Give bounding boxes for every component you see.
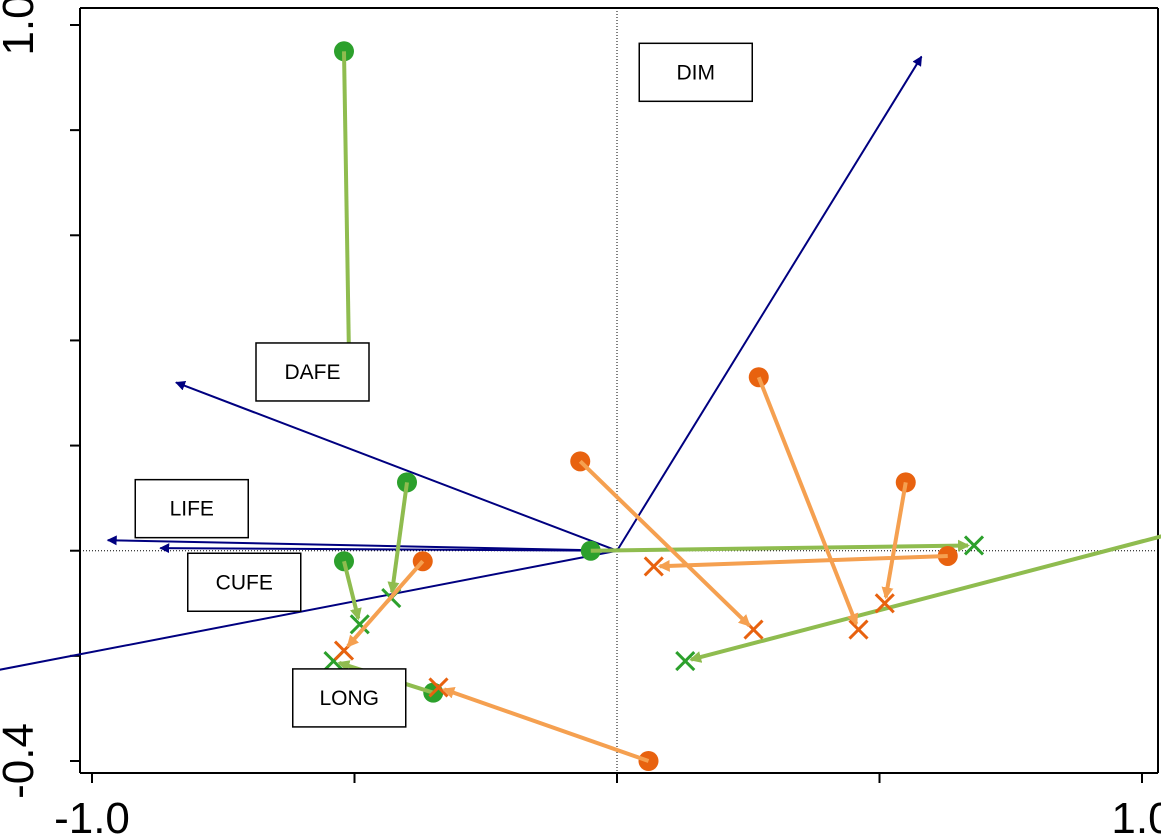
end-marker-cross: [428, 677, 449, 698]
x-tick-label: 1.0: [1111, 794, 1161, 837]
variable-label-cufe: CUFE: [187, 552, 302, 613]
shift-arrow: [342, 560, 362, 621]
sample-shift-orange: [428, 677, 659, 771]
sample-shift-orange: [748, 367, 869, 640]
shift-arrow: [689, 534, 1161, 663]
sample-shift-orange: [570, 451, 764, 640]
label-box: [638, 42, 753, 103]
label-text: LIFE: [170, 498, 214, 521]
sample-shift-green: [580, 535, 985, 561]
sample-shift-green: [334, 41, 360, 383]
sample-shift-green: [334, 551, 370, 635]
y-tick-label: -0.4: [0, 723, 43, 799]
label-text: DAFE: [284, 361, 340, 384]
shift-arrow: [657, 553, 948, 572]
variable-label-dafe: DAFE: [255, 342, 370, 402]
label-text: CUFE: [216, 571, 273, 594]
sample-shift-green: [675, 534, 1161, 672]
variable-labels: DIM DAFE LIFE CUFE LONG: [134, 42, 753, 728]
shift-arrow: [342, 51, 355, 368]
label-text: DIM: [677, 61, 716, 84]
shift-arrow: [442, 687, 650, 763]
vector-arrow-dim: [616, 55, 923, 552]
reference-lines: [80, 8, 1158, 773]
label-box: [255, 342, 370, 402]
environmental-vectors: [0, 55, 923, 671]
shift-arrow: [578, 459, 751, 627]
shift-arrow: [387, 482, 409, 595]
sample-shift-orange: [643, 545, 958, 577]
shift-arrow: [881, 482, 908, 600]
label-box: [292, 668, 407, 728]
y-tick-label: 1.0: [0, 0, 43, 56]
sample-shifts: [323, 41, 1161, 771]
end-marker-cross: [848, 619, 869, 640]
vector-arrow-long: [0, 549, 618, 671]
shift-arrow: [346, 559, 425, 648]
vector-arrow-life: [106, 535, 618, 552]
shift-arrow: [590, 539, 971, 553]
variable-label-life: LIFE: [134, 478, 249, 539]
variable-label-dim: DIM: [638, 42, 753, 103]
label-box: [134, 478, 249, 539]
sample-shift-orange: [874, 472, 916, 614]
end-marker-cross: [743, 619, 764, 640]
vector-arrow-cufe: [159, 543, 618, 554]
label-text: LONG: [319, 687, 379, 710]
shift-arrow: [756, 376, 859, 626]
label-box: [187, 552, 302, 613]
sample-shift-orange: [333, 551, 433, 661]
x-tick-label: -1.0: [54, 794, 130, 837]
end-marker-cross: [349, 614, 370, 635]
variable-label-long: LONG: [292, 668, 407, 728]
vector-arrow-dafe: [175, 381, 618, 552]
